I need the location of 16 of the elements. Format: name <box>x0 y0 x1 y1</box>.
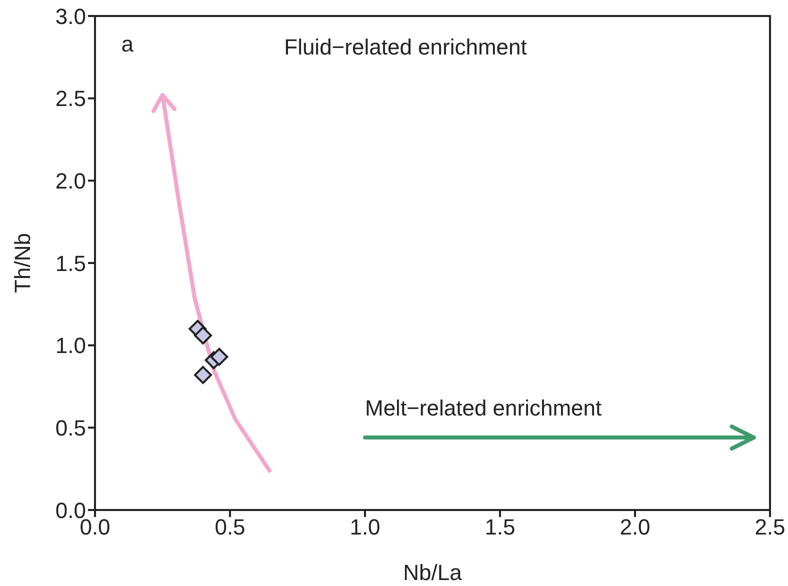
y-tick-label: 0.5 <box>55 415 86 440</box>
y-tick-label: 1.5 <box>55 250 86 276</box>
y-tick-label: 2.5 <box>55 86 86 112</box>
x-tick-label: 1.5 <box>484 514 516 540</box>
x-tick-label: 2.5 <box>754 514 786 540</box>
annotation: Fluid−related enrichment <box>284 34 527 60</box>
y-tick-label: 1.0 <box>55 333 86 358</box>
y-tick-label: 2.0 <box>55 168 86 194</box>
x-tick-label: 2.0 <box>620 514 650 540</box>
annotation: a <box>121 31 134 56</box>
y-axis-title: Th/Nb <box>10 233 35 293</box>
x-tick-label: 0.5 <box>214 514 246 540</box>
x-axis-title: Nb/La <box>403 560 463 585</box>
y-tick-label: 3.0 <box>55 4 86 29</box>
annotation: Melt−related enrichment <box>365 395 602 420</box>
x-tick-label: 1.0 <box>350 514 380 540</box>
